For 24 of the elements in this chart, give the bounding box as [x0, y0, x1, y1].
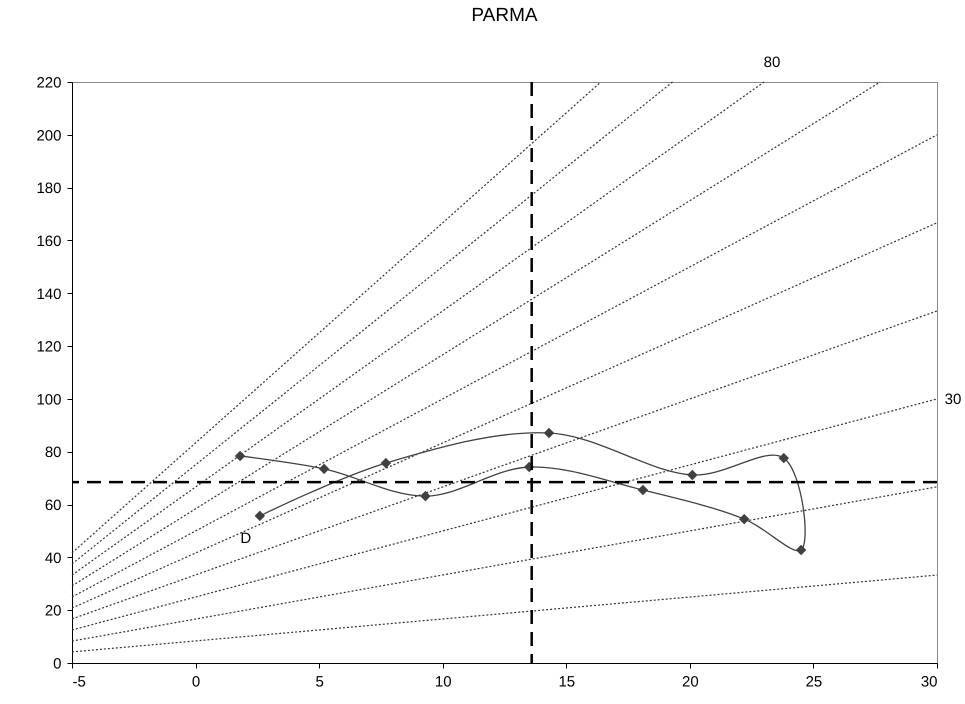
y-tick-label: 160	[36, 232, 62, 250]
x-tick-label: 20	[682, 674, 699, 690]
x-tick-label: 30	[920, 674, 938, 690]
x-tick-label: 0	[192, 674, 200, 690]
annotation: 80	[764, 54, 780, 71]
x-tick-label: 5	[315, 674, 324, 690]
chart-title: PARMA	[471, 5, 538, 26]
y-tick-label: 140	[36, 286, 62, 303]
y-tick-label: 200	[36, 127, 62, 144]
y-tick-label: 40	[44, 550, 62, 567]
annotation: 30	[944, 390, 962, 408]
annotation: D	[240, 530, 252, 547]
y-tick-label: 180	[36, 180, 62, 198]
y-tick-label: 80	[44, 444, 62, 462]
x-tick-label: 10	[434, 674, 452, 690]
x-tick-label: 25	[806, 674, 822, 690]
y-tick-label: 60	[44, 497, 62, 514]
x-tick-label: 15	[558, 674, 576, 690]
y-tick-label: 100	[36, 391, 62, 408]
y-tick-label: 120	[36, 338, 62, 356]
y-tick-label: 220	[36, 74, 62, 92]
y-tick-label: 0	[53, 656, 62, 672]
x-tick-label: -5	[72, 674, 86, 690]
y-tick-label: 20	[44, 602, 62, 620]
